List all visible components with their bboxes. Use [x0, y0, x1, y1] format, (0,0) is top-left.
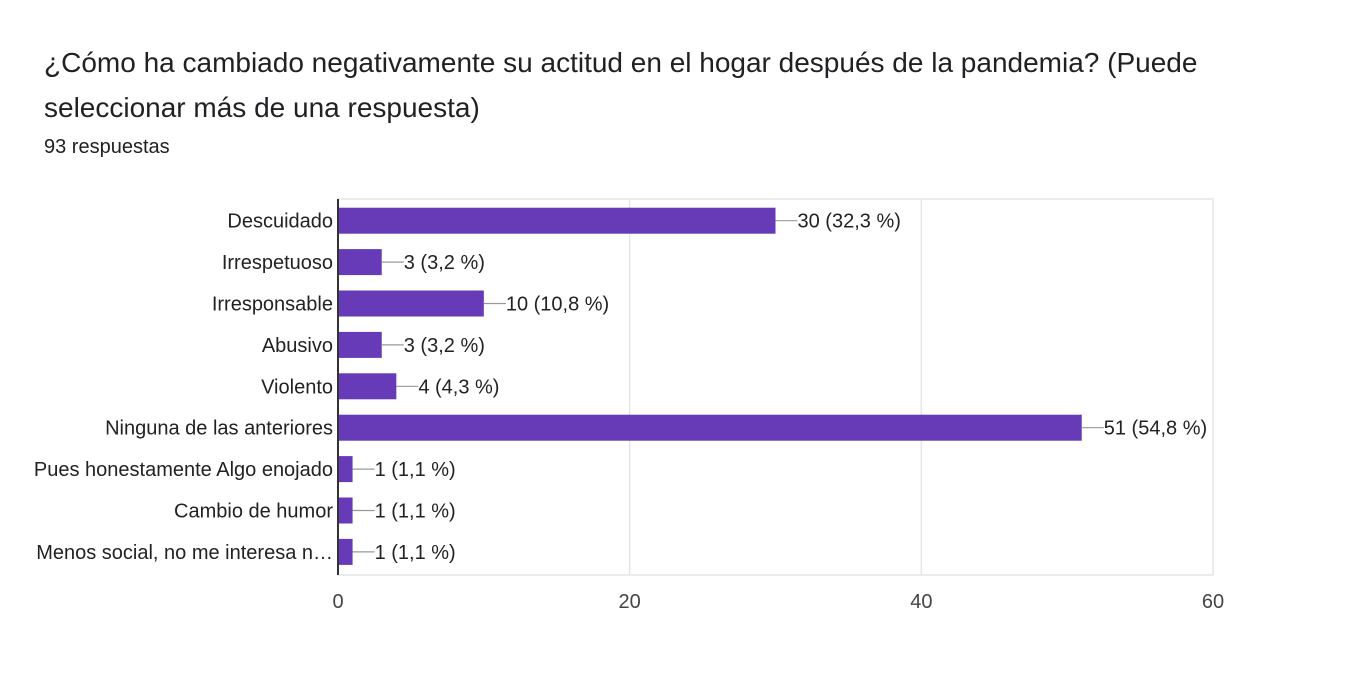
- x-tick-label-40: 40: [910, 591, 932, 613]
- value-label-3: 10 (10,8 %): [506, 294, 609, 316]
- category-label-6: Ninguna de las anteriores: [105, 418, 333, 440]
- bar-5[interactable]: [338, 373, 397, 400]
- value-label-8: 1 (1,1 %): [375, 501, 456, 523]
- value-label-1: 30 (32,3 %): [798, 211, 901, 233]
- question-title: ¿Cómo ha cambiado negativamente su actit…: [44, 47, 1198, 123]
- bar-8[interactable]: [338, 497, 353, 524]
- response-count: 93 respuestas: [44, 136, 170, 158]
- category-label-8: Cambio de humor: [174, 501, 333, 523]
- value-label-7: 1 (1,1 %): [375, 459, 456, 481]
- category-label-2: Irrespetuoso: [222, 252, 333, 274]
- bar-4[interactable]: [338, 331, 382, 358]
- bar-3[interactable]: [338, 290, 484, 317]
- value-label-6: 51 (54,8 %): [1104, 418, 1207, 440]
- category-label-3: Irresponsable: [212, 294, 333, 316]
- bar-7[interactable]: [338, 456, 353, 483]
- bar-6[interactable]: [338, 414, 1082, 441]
- bar-1[interactable]: [338, 207, 776, 234]
- x-tick-label-20: 20: [619, 591, 641, 613]
- bars: [338, 207, 1082, 565]
- category-label-9: Menos social, no me interesa n…: [36, 542, 333, 564]
- value-label-9: 1 (1,1 %): [375, 542, 456, 564]
- bar-2[interactable]: [338, 249, 382, 276]
- bar-9[interactable]: [338, 538, 353, 565]
- category-label-1: Descuidado: [227, 211, 333, 233]
- category-label-7: Pues honestamente Algo enojado: [34, 459, 333, 481]
- x-tick-label-60: 60: [1202, 591, 1224, 613]
- x-tick-label-0: 0: [332, 591, 343, 613]
- value-label-2: 3 (3,2 %): [404, 252, 485, 274]
- category-label-5: Violento: [261, 376, 333, 398]
- value-label-5: 4 (4,3 %): [418, 376, 499, 398]
- value-label-4: 3 (3,2 %): [404, 335, 485, 357]
- labels: 30 (32,3 %) Descuidado 3 (3,2 %) Irrespetuo…: [34, 211, 1207, 564]
- category-label-4: Abusivo: [262, 335, 333, 357]
- x-axis-ticks: 0 20 40 60: [332, 591, 1224, 613]
